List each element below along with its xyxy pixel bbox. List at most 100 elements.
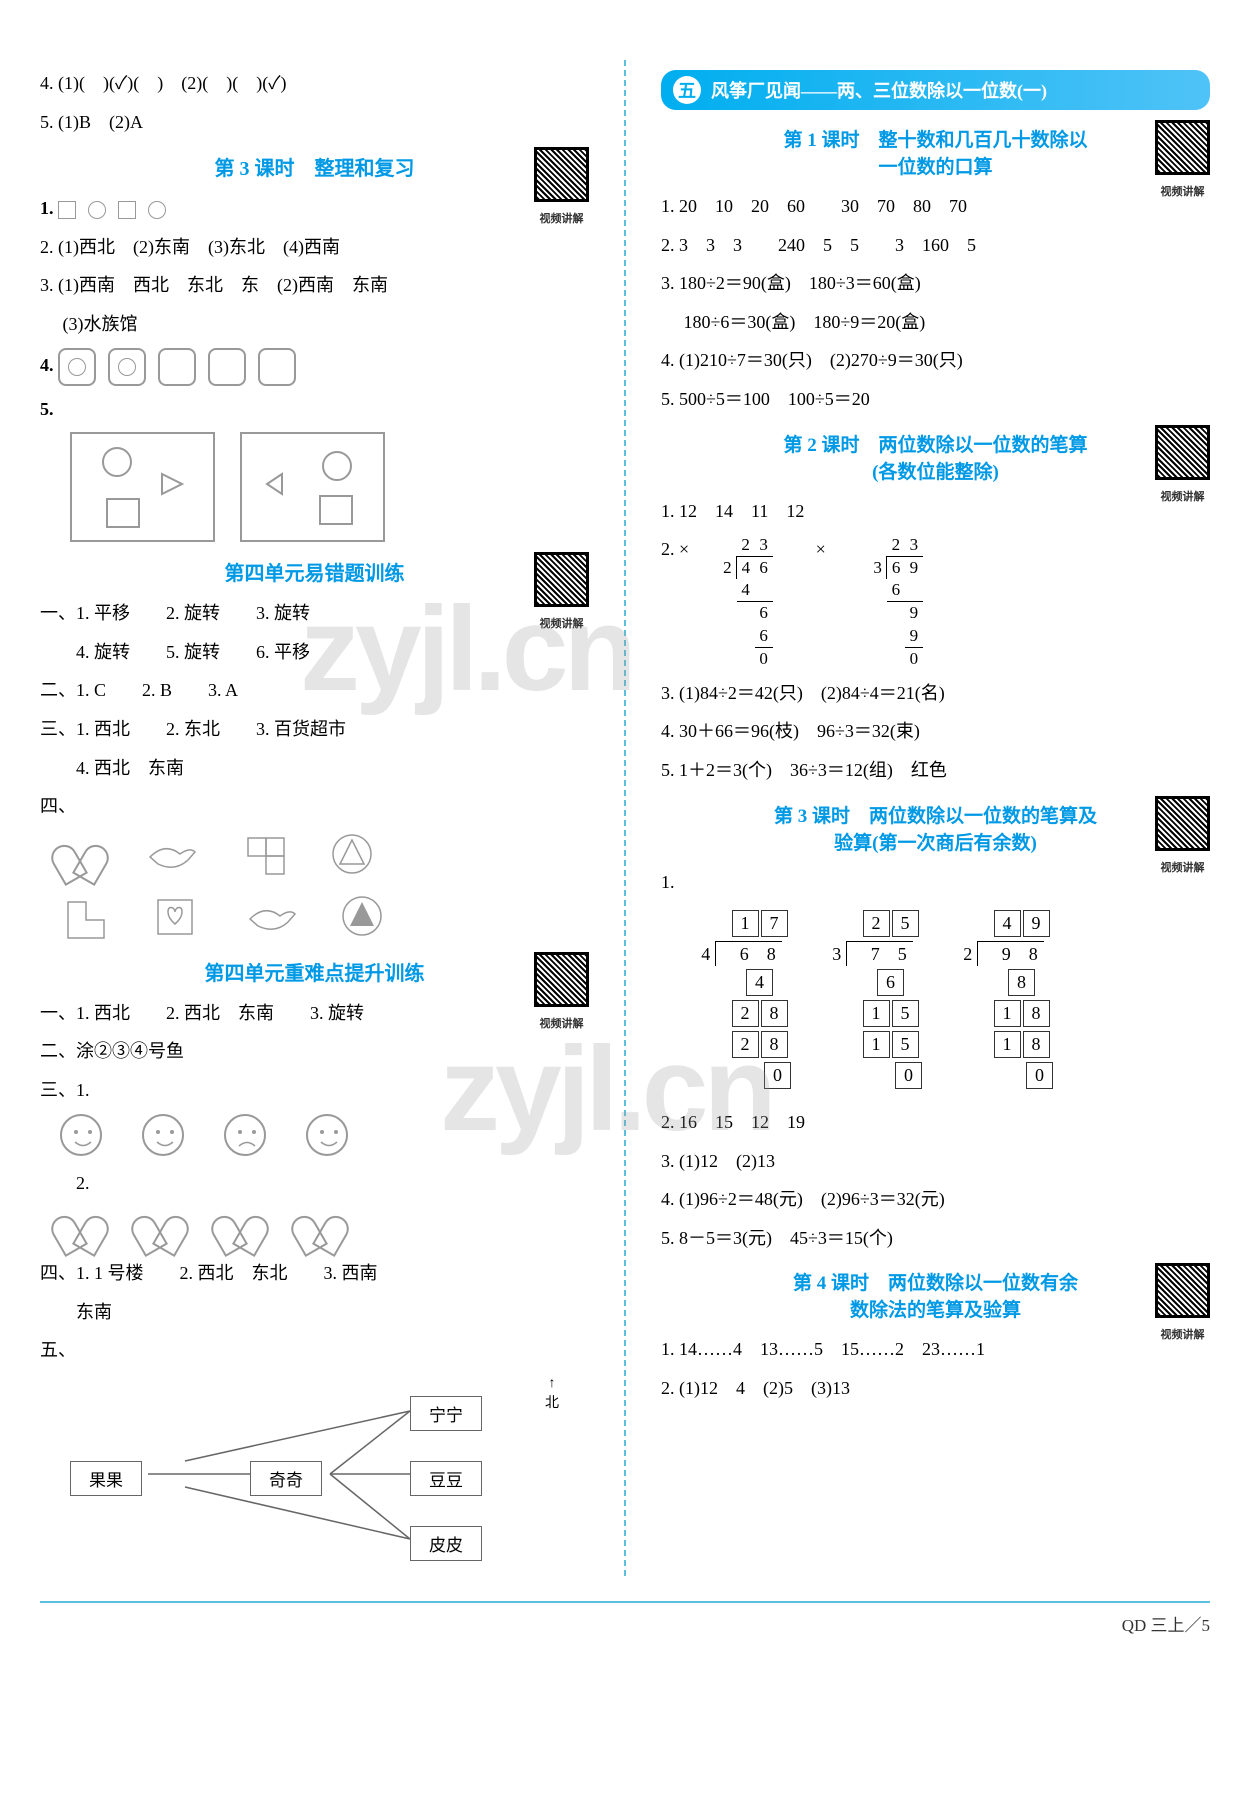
left-section3-title: 第四单元重难点提升训练 视频讲解	[40, 957, 589, 986]
right-s4-title-b: 数除法的笔算及验算	[850, 1300, 1021, 1321]
tree-node: 果果	[70, 1461, 142, 1496]
long-division: 23 246 4 6 6 0	[719, 534, 773, 670]
circle-triangle-icon	[330, 832, 375, 877]
right-s3-q1: 1.	[661, 867, 1210, 898]
division-column: 49 2 9 8 8 18 18 0	[953, 907, 1054, 1092]
q4-label: 4.	[40, 355, 54, 375]
s2-q2-label: 2. ×	[661, 539, 689, 559]
right-column: 五 风筝厂见闻——两、三位数除以一位数(一) 第 1 课时 整十数和几百几十数除…	[651, 60, 1210, 1576]
left-s1-q1: 1.	[40, 193, 589, 224]
rounded-square-icon	[108, 348, 146, 386]
qr-box-r3: 视频讲解	[1150, 796, 1215, 875]
left-s1-q3a: 3. (1)西南 西北 东北 东 (2)西南 东南	[40, 270, 589, 301]
right-s2-q3: 3. (1)84÷2＝42(只) (2)84÷4＝21(名)	[661, 678, 1210, 709]
right-s2-q1: 1. 12 14 11 12	[661, 496, 1210, 527]
square-icon	[118, 201, 136, 219]
right-s3-title-a: 第 3 课时 两位数除以一位数的笔算及	[774, 806, 1097, 827]
sad-face-icon	[224, 1114, 266, 1156]
circle-triangle-icon	[340, 894, 385, 939]
left-s2-r4: 四、	[40, 791, 589, 822]
right-s1-title-b: 一位数的口算	[878, 157, 992, 178]
left-section2-title: 第四单元易错题训练 视频讲解	[40, 557, 589, 586]
banner-text: 风筝厂见闻——两、三位数除以一位数(一)	[711, 77, 1047, 103]
right-s3-q3: 3. (1)12 (2)13	[661, 1146, 1210, 1177]
q4-shapes	[58, 348, 296, 386]
right-s2-q2: 2. × 23 246 4 6 6 0 × 23 369 6 9 9 0	[661, 534, 1210, 670]
division-grid: 17 4 6 8 4 28 28 0 25 3 7 5 6 15 15 0 49…	[691, 907, 1210, 1092]
left-s3-r3a: 三、1.	[40, 1075, 589, 1106]
qr-label-1: 视频讲解	[529, 210, 594, 226]
inner-circle-icon	[68, 358, 86, 376]
q5-box-2	[240, 432, 385, 542]
face-row	[60, 1114, 589, 1156]
tree-node: 皮皮	[410, 1526, 482, 1561]
qr-label-r3: 视频讲解	[1150, 859, 1215, 875]
right-s2-title-b: (各数位能整除)	[872, 462, 999, 483]
heart-icon	[60, 1206, 100, 1246]
qr-box-r2: 视频讲解	[1150, 425, 1215, 504]
right-s1-q5: 5. 500÷5＝100 100÷5＝20	[661, 384, 1210, 415]
grid-shape-icon	[240, 830, 290, 880]
right-s4-q1: 1. 14……4 13……5 15……2 23……1	[661, 1334, 1210, 1365]
left-s3-r2: 二、涂②③④号鱼	[40, 1036, 589, 1067]
left-s1-q3b: (3)水族馆	[40, 309, 589, 340]
q1-shapes	[58, 201, 166, 219]
column-divider	[624, 60, 626, 1576]
q5-boxes	[70, 432, 589, 542]
qr-box-r4: 视频讲解	[1150, 1263, 1215, 1342]
qr-code-icon	[1155, 120, 1210, 175]
right-s2-q4: 4. 30＋66＝96(枝) 96÷3＝32(束)	[661, 716, 1210, 747]
circle-icon	[148, 201, 166, 219]
division-column: 25 3 7 5 6 15 15 0	[822, 907, 923, 1092]
right-s1-title-a: 第 1 课时 整十数和几百几十数除以	[783, 130, 1087, 151]
division-column: 17 4 6 8 4 28 28 0	[691, 907, 792, 1092]
left-s2-r1a: 一、1. 平移 2. 旋转 3. 旋转	[40, 598, 589, 629]
left-s1-q4: 4.	[40, 348, 589, 386]
qr-label-2: 视频讲解	[529, 615, 594, 631]
qr-box-3: 视频讲解	[529, 952, 594, 1031]
heart-square-icon	[150, 892, 200, 942]
qr-code-icon	[1155, 796, 1210, 851]
qr-code-icon	[1155, 1263, 1210, 1318]
left-s3-r5: 五、	[40, 1335, 589, 1366]
left-section1-title-text: 第 3 课时 整理和复习	[215, 158, 415, 180]
right-s3-q2: 2. 16 15 12 19	[661, 1107, 1210, 1138]
left-s3-r4b: 东南	[40, 1297, 589, 1328]
longdiv-container: 23 246 4 6 6 0 × 23 369 6 9 9 0	[694, 539, 948, 559]
qr-code-icon	[534, 552, 589, 607]
tree-node: 奇奇	[250, 1461, 322, 1496]
heart-icon	[220, 1206, 260, 1246]
q1-label: 1.	[40, 198, 54, 218]
right-s1-q4: 4. (1)210÷7＝30(只) (2)270÷9＝30(只)	[661, 345, 1210, 376]
q5-box-1	[70, 432, 215, 542]
right-section1-title: 第 1 课时 整十数和几百几十数除以 一位数的口算 视频讲解	[661, 125, 1210, 179]
left-q4: 4. (1)( )(✓)( ) (2)( )( )(✓)	[40, 68, 589, 99]
left-s3-r3b: 2.	[40, 1168, 589, 1199]
right-s2-q5: 5. 1＋2＝3(个) 36÷3＝12(组) 红色	[661, 755, 1210, 786]
circle-icon	[88, 201, 106, 219]
right-s4-title-a: 第 4 课时 两位数除以一位数有余	[793, 1273, 1078, 1294]
square-icon	[58, 201, 76, 219]
heart-icon	[140, 1206, 180, 1246]
chapter-banner: 五 风筝厂见闻——两、三位数除以一位数(一)	[661, 70, 1210, 110]
qr-label-3: 视频讲解	[529, 1015, 594, 1031]
q5-svg-2	[242, 434, 387, 544]
right-s2-title-a: 第 2 课时 两位数除以一位数的笔算	[783, 435, 1087, 456]
sketch-row-2	[60, 892, 589, 942]
qr-box-2: 视频讲解	[529, 552, 594, 631]
qr-code-icon	[534, 952, 589, 1007]
left-q5: 5. (1)B (2)A	[40, 107, 589, 138]
right-section3-title: 第 3 课时 两位数除以一位数的笔算及 验算(第一次商后有余数) 视频讲解	[661, 801, 1210, 855]
rounded-square-icon	[58, 348, 96, 386]
left-s1-q5-label: 5.	[40, 394, 589, 425]
right-s1-q3b: 180÷6＝30(盒) 180÷9＝20(盒)	[661, 307, 1210, 338]
left-s3-r1: 一、1. 西北 2. 西北 东南 3. 旋转	[40, 998, 589, 1029]
happy-face-icon	[60, 1114, 102, 1156]
left-s2-r3a: 三、1. 西北 2. 东北 3. 百货超市	[40, 714, 589, 745]
left-s2-r2: 二、1. C 2. B 3. A	[40, 675, 589, 706]
right-section2-title: 第 2 课时 两位数除以一位数的笔算 (各数位能整除) 视频讲解	[661, 430, 1210, 484]
heart-icon	[60, 835, 100, 875]
left-s3-r4a: 四、1. 1 号楼 2. 西北 东北 3. 西南	[40, 1258, 589, 1289]
heart-row	[60, 1206, 589, 1246]
left-section3-title-text: 第四单元重难点提升训练	[205, 963, 425, 985]
